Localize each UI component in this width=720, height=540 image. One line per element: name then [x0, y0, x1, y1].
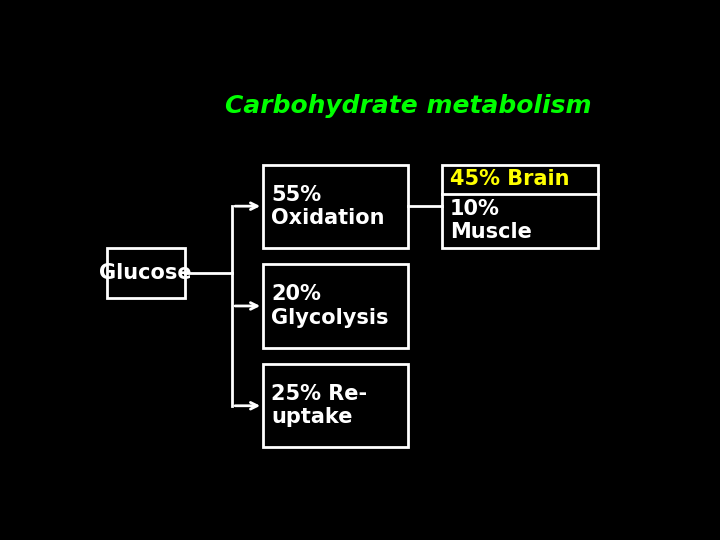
Text: Carbohydrate metabolism: Carbohydrate metabolism [225, 94, 591, 118]
FancyBboxPatch shape [107, 248, 185, 298]
Text: Glucose: Glucose [99, 262, 192, 283]
FancyBboxPatch shape [263, 265, 408, 348]
Text: 45% Brain: 45% Brain [450, 169, 570, 189]
Text: 20%
Glycolysis: 20% Glycolysis [271, 285, 389, 328]
Text: 55%
Oxidation: 55% Oxidation [271, 185, 385, 228]
Text: 25% Re-
uptake: 25% Re- uptake [271, 384, 367, 427]
FancyBboxPatch shape [263, 165, 408, 248]
FancyBboxPatch shape [263, 364, 408, 447]
Text: 10%
Muscle: 10% Muscle [450, 199, 532, 242]
FancyBboxPatch shape [441, 165, 598, 248]
